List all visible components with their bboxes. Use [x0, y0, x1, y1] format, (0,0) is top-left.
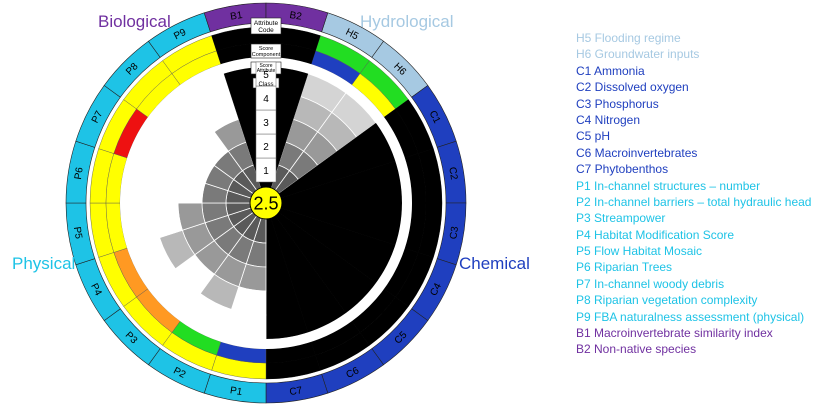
class-scale-label: 1 [263, 166, 269, 177]
attribute-code-label: C2 [446, 166, 459, 181]
legend-item: C2 Dissolved oxygen [576, 80, 689, 95]
attribute-code-label: P1 [229, 385, 243, 398]
attribute-code-label: C4 [428, 281, 444, 298]
attribute-code-label: B1 [230, 10, 244, 23]
legend-item: P4 Habitat Modification Score [576, 227, 735, 242]
attribute-code-label: P2 [171, 366, 187, 382]
attribute-code-label: C7 [289, 385, 304, 398]
class-scale-cell [255, 61, 277, 87]
header-label-component: Component [252, 52, 281, 58]
legend-item: C3 Phosphorus [576, 96, 659, 111]
legend-item: P3 Streampower [576, 211, 666, 226]
category-label-physical: Physical [12, 254, 76, 273]
legend-item: P9 FBA naturalness assessment (physical) [576, 309, 805, 324]
category-label-biological: Biological [98, 12, 171, 31]
attribute-code-label: P5 [71, 226, 84, 240]
legend-item: B1 Macroinvertebrate similarity index [576, 326, 773, 341]
class-scale-label: 3 [263, 118, 269, 129]
legend-item: P8 Riparian vegetation complexity [576, 293, 758, 308]
legend-item: P1 In-channel structures – number [576, 178, 761, 193]
category-label-hydrological: Hydrological [360, 12, 454, 31]
attribute-code-label: B2 [289, 10, 303, 23]
assessment-wheel: AttributeCodeScoreComponentScoreAttribut… [65, 2, 467, 404]
attribute-code-label: H5 [344, 27, 361, 43]
header-label-component: Score [259, 46, 273, 52]
attribute-legend: H5 Flooding regime H6 Groundwater inputs C… [576, 30, 811, 358]
legend-item: P5 Flow Habitat Mosaic [576, 244, 703, 259]
header-label-attribute: Attribute [257, 68, 276, 74]
legend-item: H5 Flooding regime [576, 31, 681, 45]
center-score-value: 2.5 [253, 194, 278, 214]
class-scale-label: 2 [263, 142, 269, 153]
header-label-code: Code [258, 27, 274, 34]
header-label-code: Attribute [254, 20, 279, 27]
header-cell-code [250, 17, 282, 35]
legend-item: C5 pH [576, 129, 611, 144]
attribute-code-label: P4 [88, 282, 104, 298]
class-scale-label: 5 [263, 70, 269, 81]
header-label-attribute: Score [259, 63, 272, 69]
header-cell-component [250, 43, 282, 59]
class-scale-label: 4 [263, 94, 269, 105]
attribute-code-label: C6 [345, 365, 362, 381]
attribute-code-label: P9 [172, 27, 188, 43]
center-score-circle [249, 186, 283, 220]
attribute-code-label: P7 [90, 109, 106, 125]
category-label-chemical: Chemical [459, 254, 530, 273]
attribute-code-label: C3 [448, 225, 461, 240]
legend-item: P6 Riparian Trees [576, 260, 673, 275]
legend-item: C7 Phytobenthos [576, 162, 669, 177]
legend-item: P2 In-channel barriers – total hydraulic… [576, 194, 812, 209]
attribute-code-label: C1 [427, 109, 443, 126]
legend-item: C4 Nitrogen [576, 112, 641, 127]
header-label-class: Class [258, 82, 273, 88]
legend-item: P7 In-channel woody debris [576, 276, 725, 291]
legend-item: H6 Groundwater inputs [576, 47, 700, 62]
legend-item: C1 Ammonia [576, 63, 645, 78]
attribute-code-label: P6 [73, 166, 86, 180]
legend-item: B2 Non-native species [576, 342, 697, 357]
legend-item: C6 Macroinvertebrates [576, 145, 698, 160]
